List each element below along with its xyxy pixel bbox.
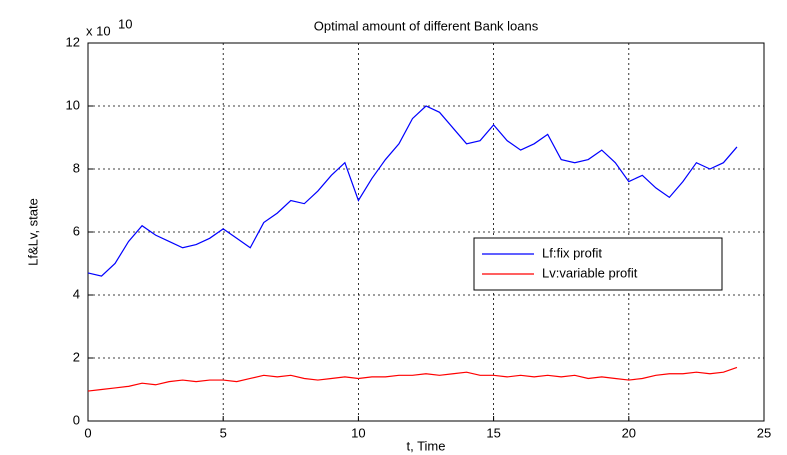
series-line <box>87 105 738 277</box>
y-tick-label: 0 <box>73 412 80 427</box>
y-tick-label: 12 <box>66 34 80 49</box>
y-axis-label: Lf&Lv, state <box>25 198 40 266</box>
y-tick-label: 2 <box>73 349 80 364</box>
y-multiplier-exponent: 10 <box>118 16 132 31</box>
y-tick-label: 8 <box>73 160 80 175</box>
y-tick-label: 6 <box>73 223 80 238</box>
y-tick-label: 10 <box>66 97 80 112</box>
x-axis-label: t, Time <box>406 438 445 453</box>
series-line <box>87 366 738 392</box>
x-tick-label: 25 <box>757 425 771 440</box>
plot-frame <box>87 42 765 422</box>
legend-label: Lv:variable profit <box>542 265 638 280</box>
legend-box <box>473 237 723 291</box>
chart-title: Optimal amount of different Bank loans <box>314 18 539 33</box>
legend-label: Lf:fix profit <box>542 245 602 260</box>
x-tick-label: 10 <box>351 425 365 440</box>
x-tick-label: 5 <box>220 425 227 440</box>
y-multiplier: x 10 <box>86 23 111 38</box>
x-tick-label: 20 <box>622 425 636 440</box>
y-tick-label: 4 <box>73 286 80 301</box>
x-tick-label: 15 <box>486 425 500 440</box>
x-tick-label: 0 <box>84 425 91 440</box>
